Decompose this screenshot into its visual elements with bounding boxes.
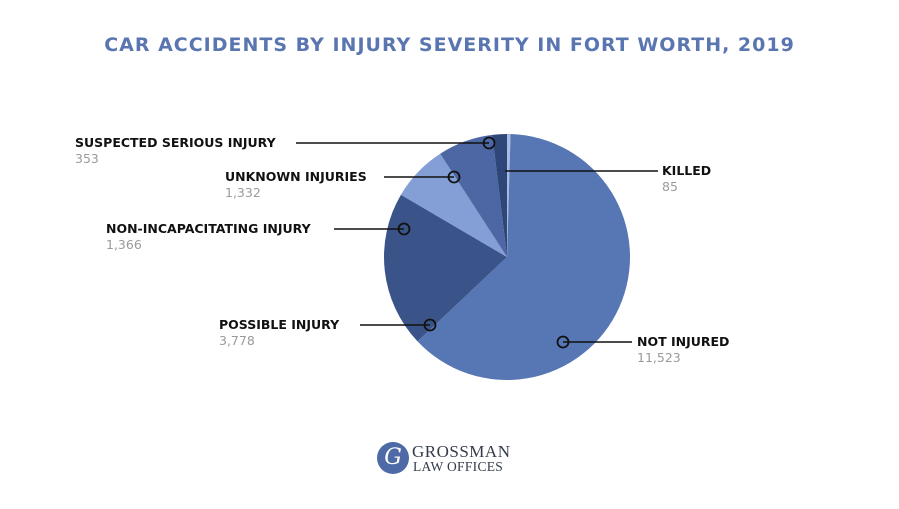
slice-value-possible-injury: 3,778: [219, 333, 255, 348]
logo-g-icon: G: [377, 442, 409, 474]
pie-slice-non-incapacitating-injury: [400, 153, 507, 257]
logo-subtitle: LAW OFFICES: [413, 459, 504, 474]
callout-marker-unknown-injuries: [447, 170, 461, 184]
slice-value-killed: 85: [662, 179, 678, 194]
pie-slice-unknown-injuries: [440, 134, 507, 257]
pie-slice-not-injured: [417, 134, 631, 380]
slice-value-non-incapacitating-injury: 1,366: [106, 237, 142, 252]
slice-value-suspected-serious-injury: 353: [75, 151, 99, 166]
brand-logo: G GROSSMAN LAW OFFICES: [377, 440, 537, 476]
slice-label-not-injured: NOT INJURED: [637, 334, 729, 349]
slice-label-unknown-injuries: UNKNOWN INJURIES: [225, 169, 367, 184]
slice-label-non-incapacitating-injury: NON-INCAPACITATING INJURY: [106, 221, 312, 236]
pie-slice-possible-injury: [384, 194, 507, 342]
pie-slice-suspected-serious-injury: [492, 134, 507, 257]
slice-label-killed: KILLED: [662, 163, 711, 178]
slice-value-not-injured: 11,523: [637, 350, 681, 365]
slice-label-possible-injury: POSSIBLE INJURY: [219, 317, 340, 332]
callout-marker-possible-injury: [423, 318, 437, 332]
callout-marker-non-incapacitating-injury: [397, 222, 411, 236]
callout-marker-suspected-serious-injury: [482, 136, 496, 150]
chart-title: CAR ACCIDENTS BY INJURY SEVERITY IN FORT…: [104, 34, 795, 56]
slice-value-unknown-injuries: 1,332: [225, 185, 261, 200]
logo-name: GROSSMAN: [412, 442, 511, 461]
pie-slice-killed: [507, 133, 511, 257]
callout-marker-not-injured: [556, 335, 570, 349]
slice-label-suspected-serious-injury: SUSPECTED SERIOUS INJURY: [75, 135, 277, 150]
